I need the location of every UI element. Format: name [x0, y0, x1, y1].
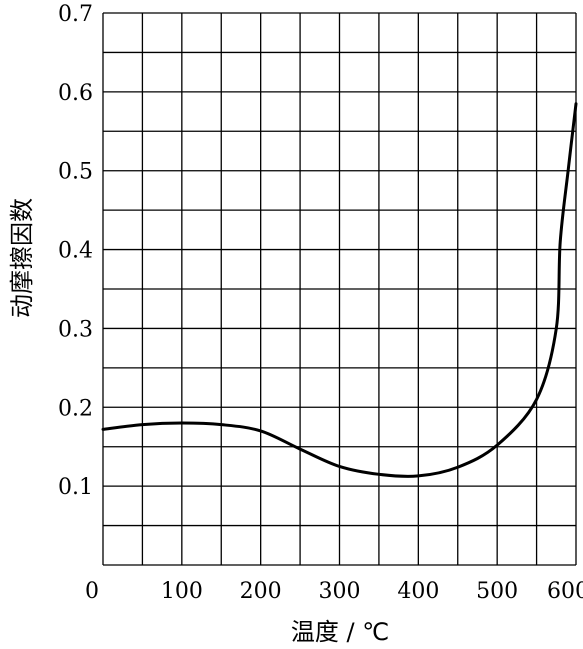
y-axis-label: 动摩擦因数: [8, 198, 36, 318]
x-tick-label: 100: [161, 579, 203, 604]
series-line: [101, 102, 578, 478]
y-tick-label: 0.7: [58, 2, 93, 27]
y-tick-label: 0.4: [58, 239, 93, 264]
x-axis-label: 温度 / ℃: [291, 618, 389, 646]
y-tick-label: 0.3: [58, 317, 93, 342]
x-tick-label: 200: [240, 579, 282, 604]
x-tick-label: 0: [85, 579, 99, 604]
x-tick-label: 400: [397, 579, 439, 604]
y-tick-label: 0.5: [58, 160, 93, 185]
y-tick-label: 0.1: [58, 475, 93, 500]
x-tick-label: 300: [319, 579, 361, 604]
x-tick-label: 600: [547, 579, 583, 604]
y-tick-label: 0.6: [58, 81, 93, 106]
x-tick-label: 500: [476, 579, 518, 604]
y-tick-label: 0.2: [58, 396, 93, 421]
